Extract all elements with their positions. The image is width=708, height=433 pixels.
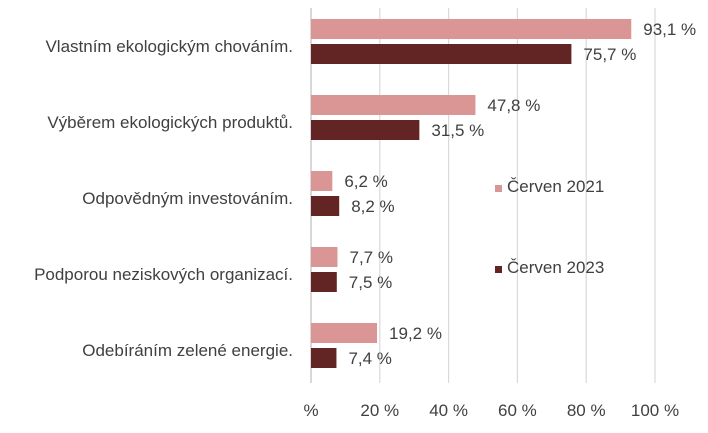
x-tick-label: 100 % [631,401,679,420]
data-label: 8,2 % [351,197,394,216]
bar [311,272,337,292]
category-label: Odpovědným investováním. [82,189,293,208]
bar [311,120,420,140]
legend-swatch [495,185,502,192]
x-tick-label: 40 % [429,401,468,420]
category-label: Vlastním ekologickým chováním. [45,37,293,56]
data-label: 7,7 % [349,248,392,267]
bar [311,19,632,39]
bar [311,44,572,64]
bar [311,171,333,191]
data-label: 7,4 % [348,349,391,368]
data-label: 31,5 % [431,121,484,140]
x-tick-label: % [303,401,318,420]
data-label: 75,7 % [583,45,636,64]
data-label: 93,1 % [643,20,696,39]
x-tick-label: 20 % [360,401,399,420]
legend-label: Červen 2023 [507,258,604,277]
bar [311,95,476,115]
x-tick-label: 80 % [567,401,606,420]
bar [311,348,337,368]
data-label: 6,2 % [344,172,387,191]
data-label: 7,5 % [349,273,392,292]
legend-label: Červen 2021 [507,177,604,196]
data-label: 47,8 % [487,96,540,115]
legend-swatch [495,266,502,273]
category-label: Odebíráním zelené energie. [82,341,293,360]
category-label: Výběrem ekologických produktů. [47,113,293,132]
category-label: Podporou neziskových organizací. [34,265,293,284]
bar [311,196,340,216]
bar [311,323,378,343]
data-label: 19,2 % [389,324,442,343]
x-tick-label: 60 % [498,401,537,420]
bar [311,247,338,267]
